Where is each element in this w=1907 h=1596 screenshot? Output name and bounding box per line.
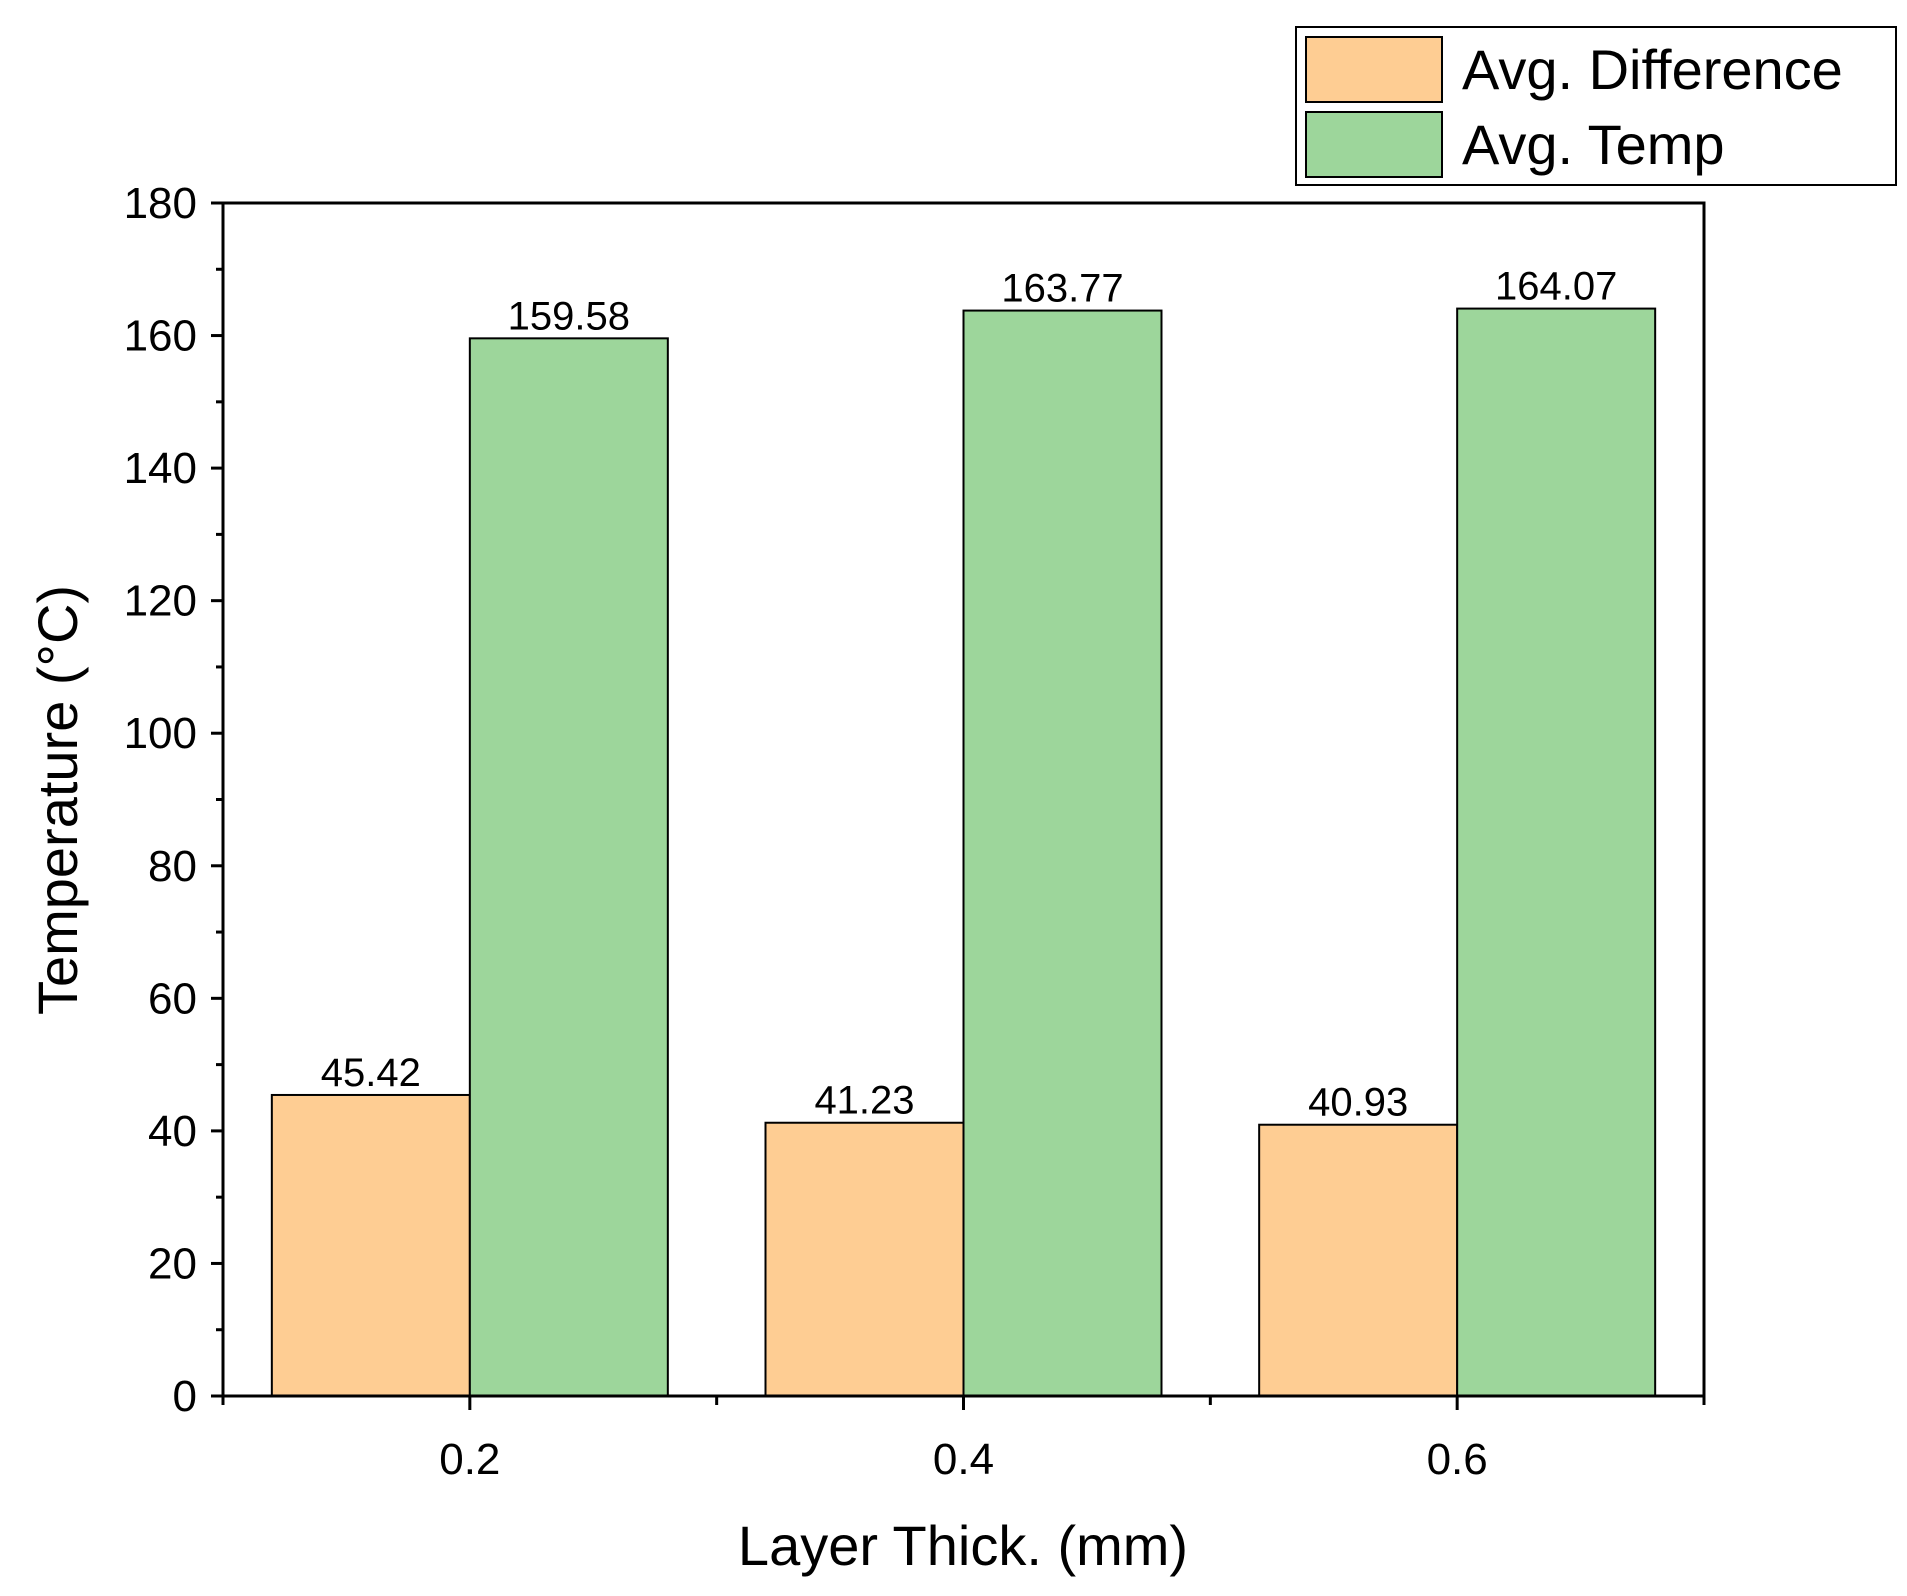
bar: [1258, 1123, 1459, 1398]
bar-value-label: 159.58: [508, 294, 630, 338]
y-tick-label: 20: [148, 1239, 197, 1288]
legend-label: Avg. Temp: [1462, 113, 1725, 176]
y-tick-label: 40: [148, 1107, 197, 1156]
bar-value-label: 163.77: [1001, 267, 1123, 311]
legend-swatch: [1305, 111, 1443, 178]
bar: [1456, 307, 1657, 1398]
y-tick-label: 140: [124, 444, 197, 493]
bar: [962, 309, 1163, 1397]
y-tick-label: 80: [148, 842, 197, 891]
y-tick-label: 180: [124, 179, 197, 228]
bar-value-label: 164.07: [1495, 265, 1617, 309]
x-tick-label: 0.4: [933, 1435, 994, 1484]
legend: Avg. Difference Avg. Temp: [1295, 26, 1897, 186]
legend-label: Avg. Difference: [1462, 38, 1843, 101]
x-axis-title: Layer Thick. (mm): [738, 1514, 1188, 1577]
bar: [764, 1121, 965, 1397]
legend-swatch: [1305, 36, 1443, 103]
bar-value-label: 40.93: [1308, 1081, 1408, 1125]
bar-value-label: 41.23: [814, 1079, 914, 1123]
y-axis-title: Temperature (°C): [26, 585, 89, 1015]
x-tick-label: 0.2: [439, 1435, 500, 1484]
y-tick-label: 160: [124, 312, 197, 361]
bar: [270, 1093, 471, 1397]
y-tick-label: 120: [124, 577, 197, 626]
bar: [468, 337, 669, 1397]
bar-value-label: 45.42: [321, 1051, 421, 1095]
y-tick-label: 60: [148, 974, 197, 1023]
y-tick-label: 100: [124, 709, 197, 758]
y-tick-label: 0: [173, 1372, 197, 1421]
x-tick-label: 0.6: [1427, 1435, 1488, 1484]
